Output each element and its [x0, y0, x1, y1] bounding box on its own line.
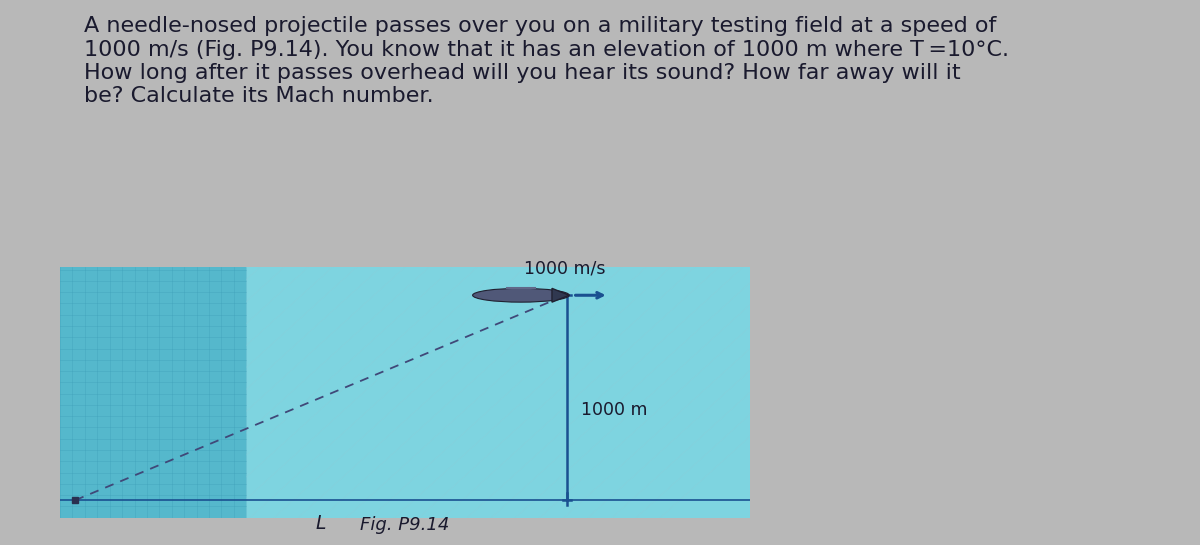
Text: A needle-nosed projectile passes over you on a military testing field at a speed: A needle-nosed projectile passes over yo… [84, 16, 1009, 106]
Text: Fig. P9.14: Fig. P9.14 [360, 516, 450, 534]
Text: 1000 m: 1000 m [581, 401, 648, 419]
Text: L: L [316, 514, 326, 533]
Ellipse shape [473, 288, 569, 302]
Polygon shape [552, 288, 569, 302]
Bar [60, 267, 246, 518]
Text: 1000 m/s: 1000 m/s [524, 260, 606, 278]
